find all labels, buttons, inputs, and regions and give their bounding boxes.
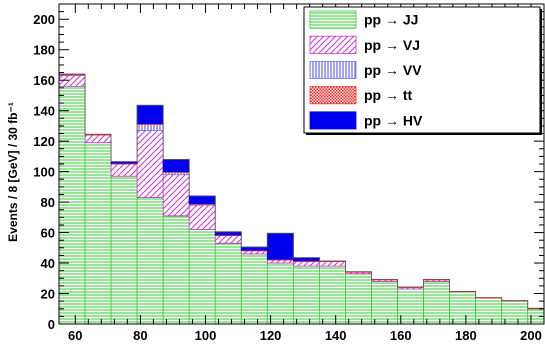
- y-axis-title: Events / 8 [GeV] / 30 fb⁻¹: [6, 102, 20, 242]
- bar-vj: [292, 261, 320, 267]
- bar-jj: [84, 142, 112, 325]
- x-tick-label: 140: [325, 328, 347, 343]
- y-tick-labels: 0 20 40 60 80 100 120 140 160 180 200: [33, 12, 55, 332]
- bar-jj: [292, 265, 320, 325]
- legend-swatch-tt: [309, 86, 357, 105]
- y-tick-label: 80: [41, 195, 55, 210]
- bar-vj: [110, 163, 138, 177]
- bar-hv: [188, 195, 216, 205]
- bar-jj: [58, 85, 86, 325]
- legend-label-jj: pp → JJ: [364, 12, 418, 28]
- legend-swatch-jj: [309, 10, 357, 29]
- legend-label-tt: pp → tt: [364, 87, 413, 103]
- bar-vj: [58, 75, 86, 87]
- y-tick-label: 20: [41, 287, 55, 302]
- bar-vj: [136, 130, 164, 198]
- bar-jj: [136, 197, 164, 325]
- y-tick-label: 140: [33, 104, 55, 119]
- series-vj: [58, 75, 451, 290]
- x-tick-label: 100: [195, 328, 217, 343]
- bar-hv: [162, 159, 190, 173]
- legend-swatch-vv: [309, 61, 357, 80]
- bar-hv: [214, 231, 242, 236]
- x-tick-label: 120: [260, 328, 282, 343]
- bar-hv: [136, 104, 164, 125]
- x-tick-label: 160: [390, 328, 412, 343]
- bar-vv: [136, 123, 164, 131]
- x-tick-labels: 60 80 100 120 140 160 180 200: [68, 328, 542, 343]
- bar-jj: [266, 262, 294, 325]
- bar-vj: [319, 261, 346, 267]
- bar-hv: [266, 232, 294, 260]
- bar-jj: [345, 273, 372, 325]
- bar-jj: [501, 300, 529, 325]
- y-tick-label: 60: [41, 226, 55, 241]
- bar-vj: [84, 134, 112, 144]
- y-tick-label: 120: [33, 134, 55, 149]
- bar-jj: [162, 215, 190, 325]
- bar-hv: [240, 246, 268, 251]
- bar-jj: [240, 253, 268, 325]
- bar-jj: [319, 265, 346, 325]
- y-tick-label: 40: [41, 256, 55, 271]
- y-tick-label: 180: [33, 43, 55, 58]
- bar-jj: [397, 288, 424, 325]
- legend-swatch-vj: [309, 35, 357, 54]
- series-hv: [110, 104, 320, 262]
- bar-jj: [371, 280, 398, 325]
- y-tick-label: 200: [33, 12, 55, 27]
- bar-jj: [188, 229, 216, 325]
- bar-jj: [110, 175, 138, 325]
- total-outline: [58, 73, 544, 324]
- legend: pp → JJ pp → VJ pp → VV pp → tt pp → HV: [303, 6, 542, 135]
- bar-vj: [266, 259, 294, 264]
- bar-hv: [292, 257, 320, 262]
- bar-jj: [423, 280, 451, 325]
- x-tick-label: 200: [520, 328, 542, 343]
- legend-label-hv: pp → HV: [364, 112, 423, 128]
- y-tick-label: 0: [48, 317, 55, 332]
- legend-swatch-hv: [309, 111, 357, 130]
- x-tick-label: 60: [68, 328, 82, 343]
- bar-jj: [214, 242, 242, 325]
- bar-vj: [188, 204, 216, 230]
- bar-vj: [162, 174, 190, 217]
- bar-vj: [214, 235, 242, 244]
- y-tick-label: 160: [33, 73, 55, 88]
- bar-vj: [240, 250, 268, 255]
- x-tick-label: 180: [455, 328, 477, 343]
- histogram-bars: [58, 73, 545, 325]
- bar-jj: [475, 297, 503, 325]
- legend-label-vj: pp → VJ: [364, 37, 420, 53]
- y-tick-label: 100: [33, 165, 55, 180]
- bar-jj: [449, 291, 477, 325]
- legend-label-vv: pp → VV: [364, 62, 422, 78]
- axis-ticks: [59, 3, 545, 325]
- x-tick-label: 80: [133, 328, 147, 343]
